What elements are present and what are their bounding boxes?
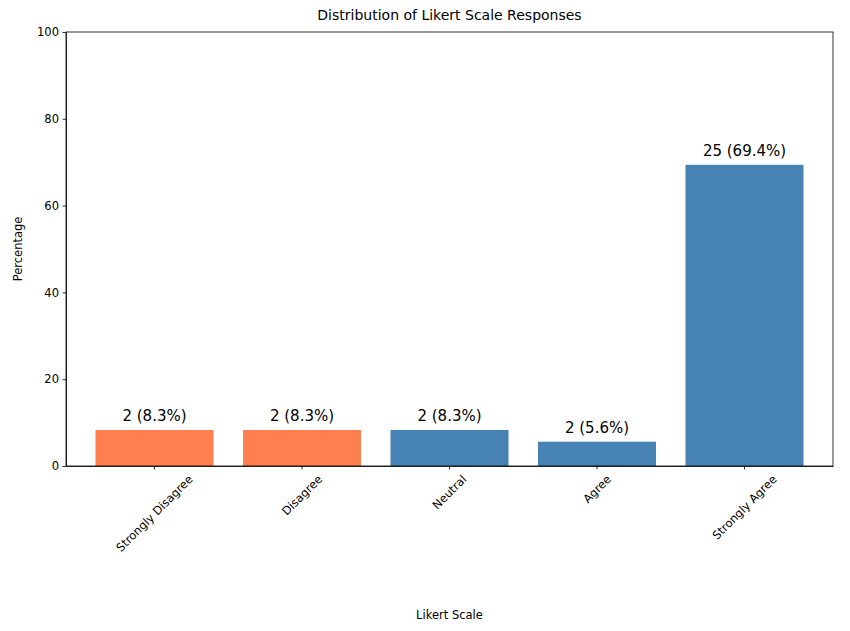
data-labels: 2 (8.3%) 2 (8.3%) 2 (8.3%) 2 (5.6%) 25 (69.4… xyxy=(122,142,786,437)
y-tick: 60 xyxy=(44,199,66,213)
y-tick-label: 100 xyxy=(37,25,59,39)
plot-frame xyxy=(66,32,833,466)
y-axis-line xyxy=(66,33,67,467)
y-axis: 0 20 40 60 80 100 xyxy=(37,25,66,473)
y-tick: 0 xyxy=(52,459,66,473)
x-tick: Disagree xyxy=(279,466,325,518)
data-label: 2 (8.3%) xyxy=(417,407,481,425)
data-label: 25 (69.4%) xyxy=(703,142,786,160)
y-axis-title: Percentage xyxy=(11,217,25,282)
plot-area: 0 20 40 60 80 100 Strongly Disagree Disagree Neu… xyxy=(37,25,833,554)
y-tick-mark xyxy=(63,32,67,33)
chart-title: Distribution of Likert Scale Responses xyxy=(317,7,581,23)
y-tick-mark xyxy=(63,379,67,380)
x-axis: Strongly Disagree Disagree Neutral Agree Str… xyxy=(67,466,834,555)
y-tick-label: 0 xyxy=(52,459,59,473)
x-tick-mark xyxy=(302,466,303,470)
x-tick: Agree xyxy=(580,466,614,506)
x-tick-mark xyxy=(154,466,155,470)
data-label: 2 (8.3%) xyxy=(270,407,334,425)
y-tick: 80 xyxy=(44,112,66,126)
data-label: 2 (8.3%) xyxy=(122,407,186,425)
x-tick-mark xyxy=(597,466,598,470)
chart: 0 20 40 60 80 100 Strongly Disagree Disagree Neu… xyxy=(0,0,850,631)
bars xyxy=(96,165,804,466)
x-tick-mark xyxy=(744,466,745,470)
y-tick: 100 xyxy=(37,25,66,39)
x-tick: Strongly Agree xyxy=(709,466,779,542)
x-tick: Strongly Disagree xyxy=(113,466,195,555)
bar xyxy=(538,442,656,466)
data-label: 2 (5.6%) xyxy=(565,419,629,437)
y-tick-mark xyxy=(63,119,67,120)
x-axis-title: Likert Scale xyxy=(416,608,483,622)
y-tick-label: 60 xyxy=(44,199,59,213)
bar xyxy=(96,430,214,466)
y-tick-label: 40 xyxy=(44,286,59,300)
y-tick-label: 20 xyxy=(44,372,59,386)
y-tick: 20 xyxy=(44,372,66,386)
bar xyxy=(686,165,804,466)
y-tick-mark xyxy=(63,466,67,467)
y-tick: 40 xyxy=(44,286,66,300)
x-tick-mark xyxy=(449,466,450,470)
x-tick-label: Agree xyxy=(580,472,614,506)
x-tick-label: Strongly Disagree xyxy=(113,472,195,554)
y-tick-label: 80 xyxy=(44,112,59,126)
x-tick-label: Disagree xyxy=(279,472,325,518)
bar xyxy=(391,430,509,466)
x-tick: Neutral xyxy=(430,466,470,512)
y-tick-mark xyxy=(63,292,67,293)
y-tick-mark xyxy=(63,206,67,207)
x-axis-line xyxy=(67,466,834,467)
x-tick-label: Neutral xyxy=(430,472,470,512)
bar xyxy=(243,430,361,466)
x-tick-label: Strongly Agree xyxy=(709,472,779,542)
